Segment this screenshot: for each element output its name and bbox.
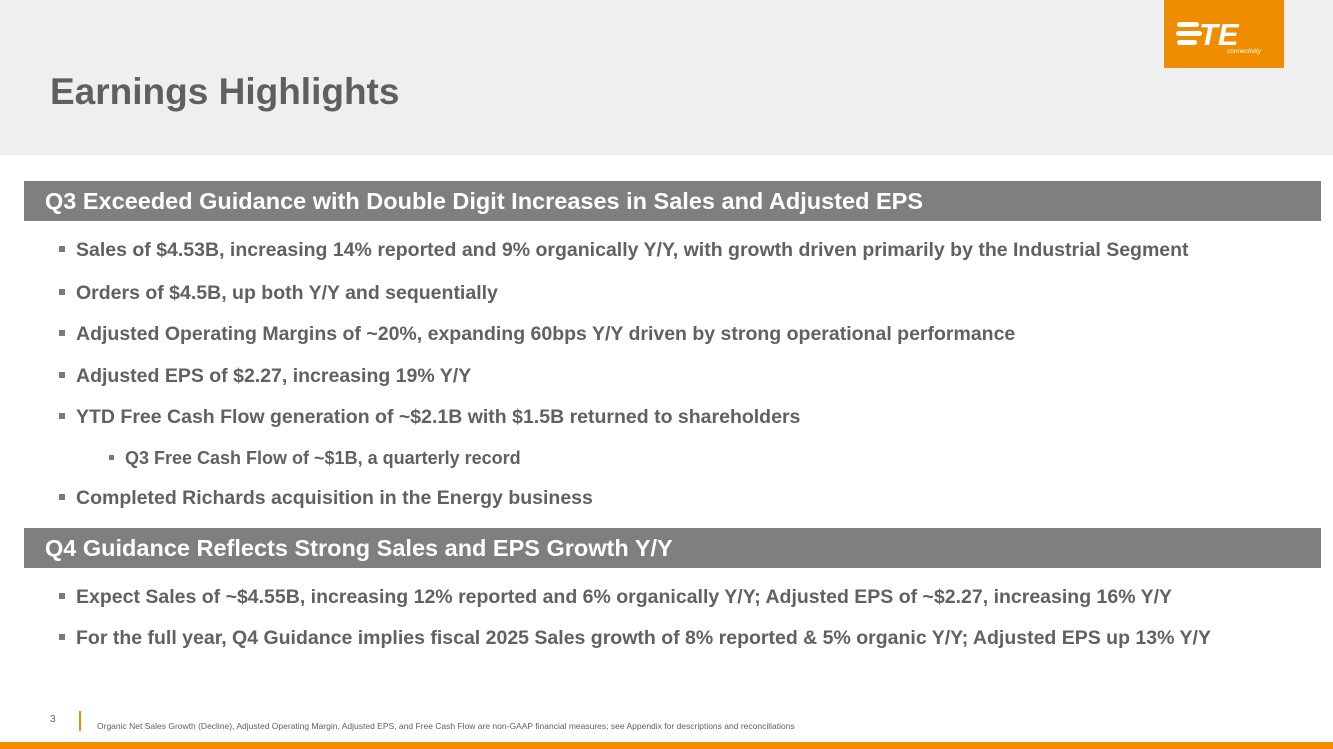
bullet-item: Adjusted Operating Margins of ~20%, expa… <box>59 322 1015 346</box>
bullet-square-icon <box>59 592 65 599</box>
footnote: Organic Net Sales Growth (Decline), Adju… <box>97 721 795 731</box>
bullet-square-icon <box>59 329 65 336</box>
bullet-text: Expect Sales of ~$4.55B, increasing 12% … <box>76 586 1173 608</box>
te-logo-mark: TE connectivity <box>1176 17 1262 55</box>
section-heading-q4: Q4 Guidance Reflects Strong Sales and EP… <box>24 528 1321 568</box>
bullet-item: Orders of $4.5B, up both Y/Y and sequent… <box>59 281 498 305</box>
bullet-text: Sales of $4.53B, increasing 14% reported… <box>76 239 1189 261</box>
page-title: Earnings Highlights <box>50 71 400 112</box>
bullet-square-icon <box>59 288 65 295</box>
page-number: 3 <box>50 714 56 725</box>
bullet-square-icon <box>59 371 65 378</box>
sub-bullet-item: Q3 Free Cash Flow of ~$1B, a quarterly r… <box>109 446 521 470</box>
bullet-item: Sales of $4.53B, increasing 14% reported… <box>59 238 1189 262</box>
bottom-accent-stripe <box>0 742 1333 749</box>
bullet-text: Q3 Free Cash Flow of ~$1B, a quarterly r… <box>125 448 521 468</box>
bullet-square-icon <box>59 493 65 500</box>
logo-tagline: connectivity <box>1227 48 1262 55</box>
footer-divider <box>79 711 81 731</box>
bullet-text: Adjusted Operating Margins of ~20%, expa… <box>76 323 1016 345</box>
bullet-square-icon <box>109 454 114 460</box>
bullet-square-icon <box>59 412 65 419</box>
bullet-item: Adjusted EPS of $2.27, increasing 19% Y/… <box>59 364 471 388</box>
bullet-item: YTD Free Cash Flow generation of ~$2.1B … <box>59 405 800 429</box>
logo-brand-mark: TE <box>1199 17 1240 52</box>
bullet-text: For the full year, Q4 Guidance implies f… <box>76 627 1211 649</box>
te-connectivity-logo: TE connectivity <box>1164 0 1284 68</box>
bullet-item: Expect Sales of ~$4.55B, increasing 12% … <box>59 585 1172 609</box>
bullet-text: Completed Richards acquisition in the En… <box>76 487 593 509</box>
header-band: Earnings Highlights TE connectivity <box>0 0 1333 155</box>
bullet-square-icon <box>59 633 65 640</box>
bullet-text: Adjusted EPS of $2.27, increasing 19% Y/… <box>76 365 472 387</box>
bullet-item: For the full year, Q4 Guidance implies f… <box>59 626 1211 650</box>
section-heading-q3: Q3 Exceeded Guidance with Double Digit I… <box>24 181 1321 221</box>
bullet-square-icon <box>59 245 65 252</box>
bullet-item: Completed Richards acquisition in the En… <box>59 486 593 510</box>
bullet-text: Orders of $4.5B, up both Y/Y and sequent… <box>76 282 498 304</box>
bullet-text: YTD Free Cash Flow generation of ~$2.1B … <box>76 406 801 428</box>
